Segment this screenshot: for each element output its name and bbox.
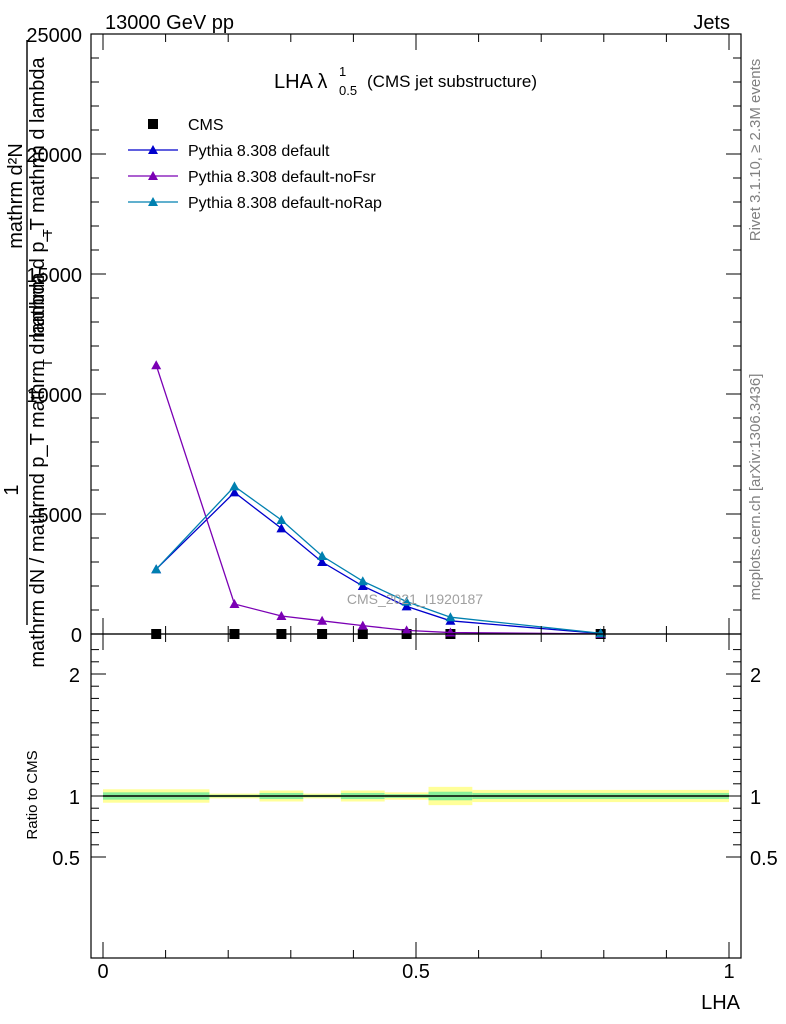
- plot-title: LHA λ 1 0.5 (CMS jet substructure): [274, 64, 537, 98]
- ylabel-line1: mathrm d²N: [5, 143, 27, 249]
- axes-layer: 0 5000 10000 15000 20000 25000 0 0.5 1 0.5 0.5 1 1 2 2: [26, 25, 777, 983]
- series-point-pythia-8-308-default-nofsr: [357, 620, 368, 630]
- series-point-pythia-8-308-default-nofsr: [317, 615, 328, 625]
- series-point-pythia-8-308-default-norap: [357, 576, 368, 586]
- title-sub: 0.5: [339, 83, 357, 98]
- title-sup: 1: [339, 64, 346, 79]
- series-point-pythia-8-308-default: [401, 601, 412, 611]
- legend-marker: [148, 197, 158, 206]
- header-right: Jets: [693, 12, 730, 34]
- series-point-pythia-8-308-default-norap: [276, 515, 287, 524]
- series-point-pythia-8-308-default-nofsr: [151, 360, 162, 370]
- legend-marker: [148, 145, 158, 154]
- series-line-pythia-8-308-default: [155, 491, 601, 635]
- legend-label: Pythia 8.308 default-noRap: [188, 195, 382, 212]
- y-axis-title: 1 mathrm d²N mathrm d p_T mathrm d lambd…: [1, 40, 55, 668]
- ratio-xtick-label: 0.5: [402, 961, 430, 983]
- ylabel-bottom: mathrm dN / mathrmd p_T mathrm d lambda: [27, 271, 49, 667]
- series-point-pythia-8-308-default-norap: [445, 612, 456, 622]
- series-line-pythia-8-308-default-nofsr: [155, 364, 601, 635]
- ratio-xtick-label: 0: [97, 961, 108, 983]
- ratio-ytick-label: 0.5: [52, 848, 80, 870]
- ratio-xtick-label: 1: [723, 961, 734, 983]
- ratio-ytick-label-right: 1: [750, 787, 761, 809]
- series-point-pythia-8-308-default-norap: [595, 628, 606, 638]
- legend-label: Pythia 8.308 default-noFsr: [188, 169, 376, 186]
- series-line-pythia-8-308-default-norap: [155, 485, 601, 634]
- rivet-label: Rivet 3.1.10, ≥ 2.3M events: [747, 59, 764, 242]
- ratio-ylabel: Ratio to CMS: [24, 750, 41, 839]
- main-ytick-label: 25000: [26, 25, 82, 47]
- mcplots-label: mcplots.cern.ch [arXiv:1306.3436]: [747, 374, 764, 601]
- header-left: 13000 GeV pp: [105, 12, 234, 34]
- series-point-pythia-8-308-default-norap: [317, 551, 328, 560]
- legend: CMS Pythia 8.308 default Pythia 8.308 defa…: [128, 117, 382, 212]
- series-point-pythia-8-308-default-norap: [151, 564, 162, 574]
- series-point-pythia-8-308-default-norap: [229, 481, 240, 491]
- main-ytick-label: 20000: [26, 145, 82, 167]
- series-point-pythia-8-308-default: [229, 487, 240, 497]
- main-ytick-label: 5000: [38, 505, 83, 527]
- legend-label: CMS: [188, 117, 224, 134]
- ylabel-mid: mathrm d p_T mathrm d lambda: [27, 56, 49, 342]
- series-point-pythia-8-308-default-norap: [401, 596, 412, 606]
- main-ytick-label: 0: [71, 625, 82, 647]
- series-point-pythia-8-308-default-nofsr: [276, 611, 287, 620]
- ratio-ytick-label: 2: [69, 665, 80, 687]
- ratio-panel: [103, 786, 729, 806]
- series-point-pythia-8-308-default: [357, 581, 368, 590]
- legend-marker-cms: [148, 119, 158, 129]
- legend-label: Pythia 8.308 default: [188, 143, 330, 160]
- ratio-ytick-label: 1: [69, 787, 80, 809]
- main-ytick-label: 10000: [26, 385, 82, 407]
- x-axis-title: LHA: [701, 992, 741, 1014]
- series-point-pythia-8-308-default-nofsr: [401, 625, 412, 635]
- ylabel-mid-sub: T: [40, 229, 55, 237]
- title-main: LHA λ: [274, 71, 327, 93]
- series-point-pythia-8-308-default-nofsr: [229, 599, 240, 608]
- legend-marker: [148, 171, 158, 180]
- ylabel-top: 1: [1, 484, 23, 495]
- ratio-ytick-label-right: 0.5: [750, 848, 778, 870]
- watermark: CMS_2021_I1920187: [347, 591, 483, 607]
- series-point-pythia-8-308-default: [317, 557, 328, 566]
- main-ytick-label: 15000: [26, 265, 82, 287]
- series-point-pythia-8-308-default: [276, 523, 287, 533]
- ratio-ytick-label-right: 2: [750, 665, 761, 687]
- title-suffix: (CMS jet substructure): [367, 72, 537, 91]
- ylabel-bottom-sub: T: [40, 359, 55, 367]
